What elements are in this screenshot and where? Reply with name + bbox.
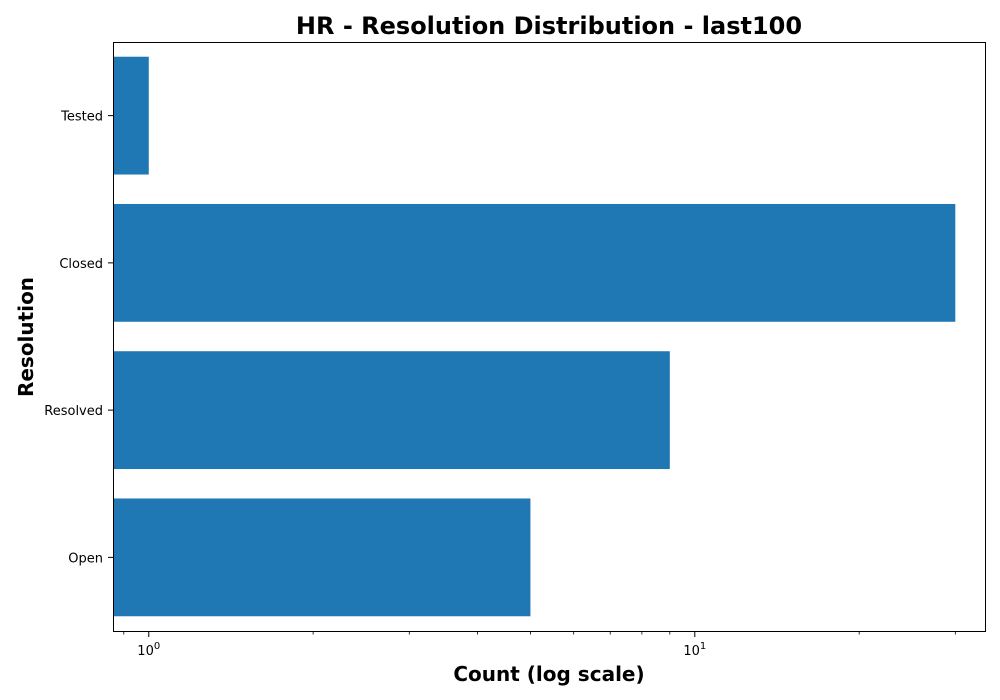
x-axis-ticks: 100 101 — [123, 631, 956, 659]
chart-title: HR - Resolution Distribution - last100 — [296, 12, 802, 40]
bar-open — [113, 498, 531, 617]
y-tick-label-tested: Tested — [60, 110, 103, 125]
y-axis-label: Resolution — [14, 277, 38, 397]
x-tick-label: 100 — [137, 641, 160, 659]
x-tick-label: 101 — [683, 641, 706, 659]
y-tick-label-resolved: Resolved — [44, 404, 103, 419]
bars-group — [113, 56, 956, 617]
y-tick-label-closed: Closed — [59, 257, 103, 272]
bar-resolved — [113, 351, 670, 470]
bar-closed — [113, 203, 956, 322]
y-tick-label-open: Open — [68, 551, 103, 566]
bar-tested — [113, 56, 149, 175]
plot-frame — [113, 42, 986, 632]
x-axis-label: Count (log scale) — [453, 662, 644, 686]
y-axis-ticks: Open Resolved Closed Tested — [44, 110, 113, 566]
